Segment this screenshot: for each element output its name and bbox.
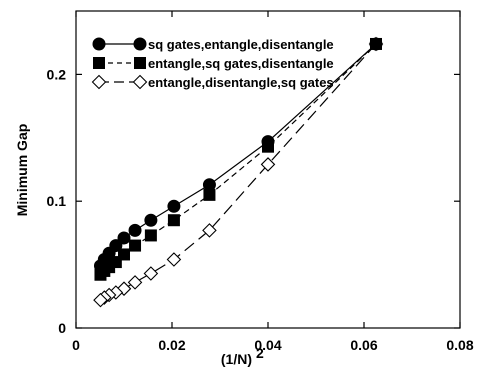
legend-entry-3: entangle,disentangle,sq gates	[91, 74, 334, 90]
series-1-point	[167, 199, 181, 213]
legend: sq gates,entangle,disentangle entangle,sq…	[91, 37, 334, 90]
series-1-point	[144, 213, 158, 227]
legend-label: entangle,disentangle,sq gates	[148, 75, 334, 90]
legend-marker	[132, 74, 148, 90]
series-2-point	[144, 229, 157, 242]
legend-entry-1: sq gates,entangle,disentangle	[92, 37, 334, 52]
series-1-point	[117, 231, 131, 245]
x-tick-label: 0.04	[254, 337, 281, 353]
series-2-point	[167, 214, 180, 227]
series-3-point	[93, 292, 108, 308]
legend-marker	[134, 57, 146, 69]
legend-marker	[93, 57, 105, 69]
series-3-point	[143, 266, 159, 281]
series-2-point	[129, 239, 142, 252]
series-1-point	[93, 259, 107, 273]
series-2-point	[118, 248, 130, 261]
legend-marker	[133, 37, 147, 51]
series-1-point	[261, 135, 275, 149]
series-1-point	[369, 37, 383, 51]
series-3-point	[202, 223, 217, 238]
legend-label: entangle,sq gates,disentangle	[148, 56, 334, 71]
legend-marker	[91, 74, 107, 90]
y-axis-title: Minimum Gap	[14, 124, 30, 217]
y-tick-label: 0.1	[47, 193, 67, 209]
legend-marker	[92, 37, 106, 51]
x-axis-title: (1/N)	[221, 351, 252, 367]
x-axis-title-exponent: 2	[256, 345, 264, 361]
series-1	[93, 37, 383, 273]
x-tick-label: 0.08	[446, 337, 473, 353]
series-layer	[93, 36, 384, 308]
series-3-point	[260, 157, 276, 172]
y-tick-label: 0	[58, 320, 66, 336]
x-tick-label: 0.06	[350, 337, 377, 353]
legend-label: sq gates,entangle,disentangle	[148, 37, 334, 52]
series-3-point	[166, 252, 182, 267]
y-tick-label: 0.2	[47, 66, 67, 82]
series-1-point	[128, 223, 142, 237]
legend-entry-2: entangle,sq gates,disentangle	[93, 56, 334, 71]
x-tick-label: 0	[72, 337, 80, 353]
x-tick-label: 0.02	[158, 337, 185, 353]
series-3-point	[127, 275, 143, 290]
series-1-point	[202, 178, 216, 192]
axes: 0 0.02 0.04 0.06 0.08 0 0.1 0.2	[47, 10, 474, 353]
